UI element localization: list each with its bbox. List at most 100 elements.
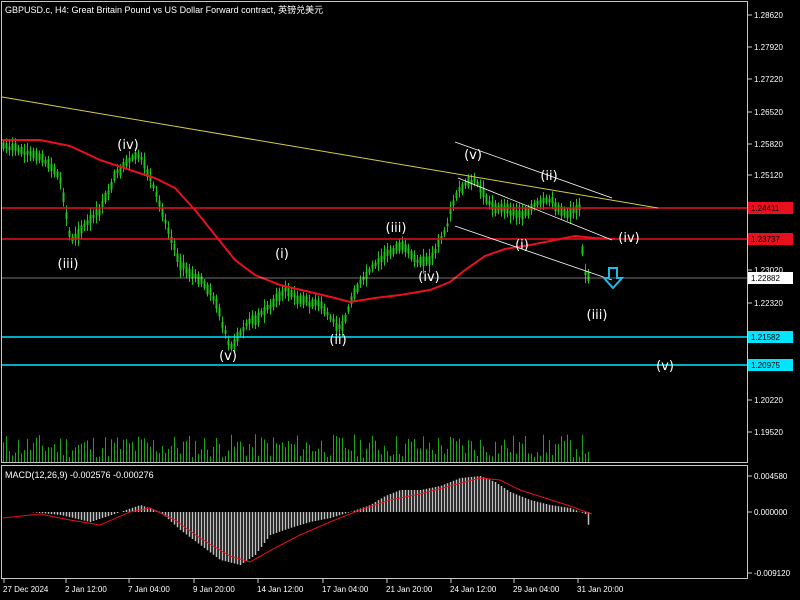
candle-body xyxy=(509,210,512,216)
candle-body xyxy=(395,244,398,251)
candle-body xyxy=(95,209,98,216)
moving-average xyxy=(2,139,616,304)
candle-body xyxy=(452,200,455,206)
candle-body xyxy=(113,171,116,181)
price-level-box xyxy=(748,202,793,214)
candle-body xyxy=(323,306,326,314)
candle-body xyxy=(311,299,314,307)
candle-body xyxy=(464,182,467,186)
time-tick-label: 27 Dec 2024 xyxy=(3,585,49,594)
candle-body xyxy=(575,205,578,214)
candle-body xyxy=(5,143,8,149)
candle-body xyxy=(407,248,410,254)
candle-body xyxy=(455,192,458,199)
candle-body xyxy=(314,299,317,306)
macd-frame xyxy=(1,465,748,579)
candle-body xyxy=(356,284,359,293)
time-tick-label: 7 Jan 04:00 xyxy=(128,585,170,594)
price-level-box xyxy=(748,272,793,284)
candle-body xyxy=(371,264,374,269)
candle-body xyxy=(182,262,185,269)
candle-body xyxy=(104,192,107,203)
descending-trendline xyxy=(1,96,659,209)
wave-labels: (iii) (iv) (v) (i) (ii) (iii) (iv) (v) (ii) (i) (i… xyxy=(58,138,674,374)
candle-body xyxy=(164,219,167,224)
candle-body xyxy=(560,206,563,216)
candle-body xyxy=(254,315,257,325)
candle-body xyxy=(536,200,539,206)
candle-body xyxy=(56,171,59,178)
candle-body xyxy=(215,299,218,309)
candle-body xyxy=(515,209,518,218)
candle-body xyxy=(149,175,152,182)
candle-body xyxy=(101,200,104,207)
candle-body xyxy=(83,223,86,227)
price-level-value: 1.20975 xyxy=(751,361,780,370)
candle-body xyxy=(581,246,584,255)
wave-label: (v) xyxy=(219,349,237,364)
candle-body xyxy=(347,306,350,312)
candle-body xyxy=(224,330,227,334)
candle-body xyxy=(383,251,386,260)
candle-body xyxy=(425,256,428,262)
candle-body xyxy=(47,159,50,169)
candle-body xyxy=(551,197,554,204)
candle-body xyxy=(332,318,335,323)
moving-average-line xyxy=(2,139,616,304)
candle-body xyxy=(278,291,281,302)
candle-body xyxy=(152,184,155,189)
candle-body xyxy=(545,197,548,202)
channel-lower-line xyxy=(454,225,613,281)
candle-body xyxy=(284,287,287,292)
candle-body xyxy=(89,214,92,224)
candle-body xyxy=(143,160,146,169)
candle-body xyxy=(269,304,272,309)
candle-body xyxy=(542,198,545,204)
candle-body xyxy=(443,230,446,234)
candle-body xyxy=(578,204,581,211)
candle-body xyxy=(68,230,71,237)
candle-body xyxy=(527,207,530,216)
candle-body xyxy=(485,195,488,203)
candle-body xyxy=(167,227,170,234)
candle-body xyxy=(380,255,383,263)
candle-body xyxy=(566,210,569,219)
candle-body xyxy=(554,202,557,212)
candle-body xyxy=(23,151,26,156)
candle-body xyxy=(488,200,491,205)
candle-body xyxy=(572,207,575,214)
candle-body xyxy=(128,157,131,163)
candle-body xyxy=(188,268,191,278)
price-tick-label: 1.22320 xyxy=(754,299,783,308)
candle-body xyxy=(458,187,461,192)
candle-body xyxy=(191,272,194,279)
candle-body xyxy=(398,242,401,251)
candle-body xyxy=(158,200,161,207)
time-tick-label: 2 Jan 12:00 xyxy=(65,585,107,594)
price-tick-label: 1.19520 xyxy=(754,428,783,437)
candle-body xyxy=(338,324,341,329)
price-tick-label: 1.23020 xyxy=(754,266,783,275)
time-tick-label: 31 Jan 20:00 xyxy=(577,585,624,594)
time-tick-label: 24 Jan 12:00 xyxy=(450,585,497,594)
candle-body xyxy=(92,214,95,218)
wave-label: (ii) xyxy=(540,169,557,184)
wave-label: (v) xyxy=(464,148,482,163)
chart-title: GBPUSD.c, H4: Great Britain Pound vs US … xyxy=(5,5,324,15)
price-tick-label: 1.28620 xyxy=(754,11,783,20)
price-tick-label: 1.20220 xyxy=(754,396,783,405)
candle-body xyxy=(416,259,419,263)
candles xyxy=(2,137,590,353)
candle-body xyxy=(110,182,113,190)
macd-signal-line xyxy=(2,477,593,563)
candle-body xyxy=(26,150,29,155)
candle-body xyxy=(584,271,587,276)
candle-body xyxy=(209,289,212,295)
candle-body xyxy=(251,316,254,323)
candle-body xyxy=(413,255,416,263)
candle-body xyxy=(410,251,413,260)
candle-body xyxy=(479,185,482,193)
down-arrow-icon xyxy=(601,267,625,290)
candle-body xyxy=(308,301,311,307)
